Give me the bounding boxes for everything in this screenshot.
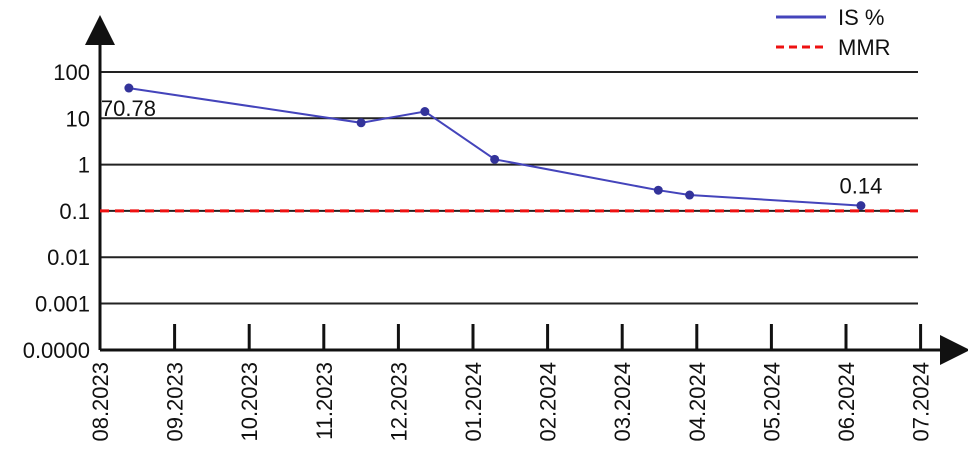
data-label: 70.78 bbox=[101, 96, 156, 121]
x-tick-label: 04.2024 bbox=[685, 362, 710, 442]
y-tick-label: 100 bbox=[53, 60, 90, 85]
data-point bbox=[420, 107, 430, 117]
y-tick-label: 0.01 bbox=[47, 245, 90, 270]
x-tick-label: 03.2024 bbox=[610, 362, 635, 442]
data-point bbox=[490, 154, 500, 164]
data-point bbox=[124, 83, 134, 93]
x-tick-label: 12.2023 bbox=[386, 362, 411, 442]
y-tick-label: 0.1 bbox=[59, 199, 90, 224]
x-tick-label: 09.2023 bbox=[163, 362, 188, 442]
y-tick-label: 1 bbox=[78, 153, 90, 178]
data-label: 0.14 bbox=[840, 174, 883, 199]
x-tick-label: 05.2024 bbox=[759, 362, 784, 442]
x-tick-label: 10.2023 bbox=[237, 362, 262, 442]
data-point bbox=[856, 201, 866, 211]
x-tick-label: 02.2024 bbox=[536, 362, 561, 442]
legend: IS % MMR bbox=[776, 5, 891, 60]
legend-label: IS % bbox=[838, 5, 884, 30]
x-tick-label: 07.2024 bbox=[909, 362, 934, 442]
series-group bbox=[100, 83, 918, 213]
grid-lines bbox=[100, 71, 918, 305]
y-tick-label: 0.001 bbox=[35, 292, 90, 317]
x-ticks: 08.2023 09.2023 10.2023 11.2023 12.2023 01.20… bbox=[88, 324, 934, 442]
axes bbox=[85, 15, 968, 365]
x-tick-label: 08.2023 bbox=[88, 362, 113, 442]
x-tick-label: 11.2023 bbox=[312, 362, 337, 440]
legend-label: MMR bbox=[838, 35, 891, 60]
data-point bbox=[356, 118, 366, 128]
x-tick-label: 01.2024 bbox=[461, 362, 486, 442]
x-tick-label: 06.2024 bbox=[834, 362, 859, 442]
y-tick-labels: 100 10 1 0.1 0.01 0.001 0.0000 bbox=[23, 60, 90, 363]
series-line-is bbox=[128, 87, 861, 207]
data-labels: 70.78 0.14 bbox=[101, 96, 882, 199]
data-point bbox=[653, 185, 663, 195]
y-tick-label: 0.0000 bbox=[23, 338, 90, 363]
y-tick-label: 10 bbox=[66, 106, 90, 131]
data-point bbox=[685, 190, 695, 200]
